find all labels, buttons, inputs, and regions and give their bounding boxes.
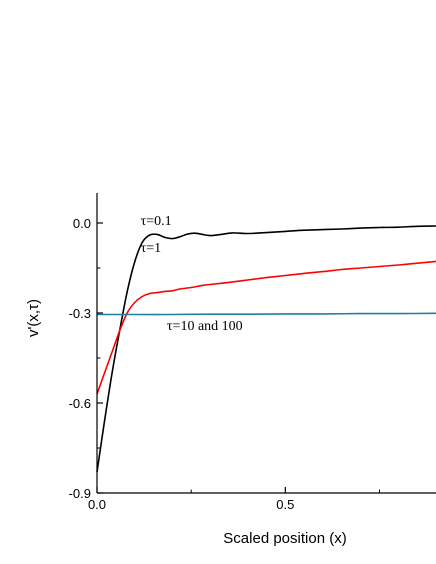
series-annotation: τ=0.1 xyxy=(141,214,172,229)
series-line-1 xyxy=(96,260,436,395)
annotations-layer: τ=0.1 τ=1 τ=10 and 100 xyxy=(141,214,243,334)
y-tick-label: -0.6 xyxy=(69,396,91,411)
x-tick-label: 0.5 xyxy=(276,497,294,512)
y-axis-title: v'(x,τ) xyxy=(25,299,42,337)
y-tick-label: -0.3 xyxy=(69,306,91,321)
series-annotation: τ=10 and 100 xyxy=(167,319,243,334)
y-tick-label: -0.9 xyxy=(69,486,91,501)
series-line-2 xyxy=(97,312,436,316)
x-axis-title: Scaled position (x) xyxy=(223,530,346,547)
x-tick-label: 0.0 xyxy=(88,497,106,512)
axes-layer: 0.0-0.3-0.6-0.90.0 0.5 xyxy=(69,193,436,512)
series-line-0 xyxy=(96,225,436,473)
series-annotation: τ=1 xyxy=(141,241,162,256)
series-layer xyxy=(96,225,436,473)
y-tick-label: 0.0 xyxy=(73,216,91,231)
